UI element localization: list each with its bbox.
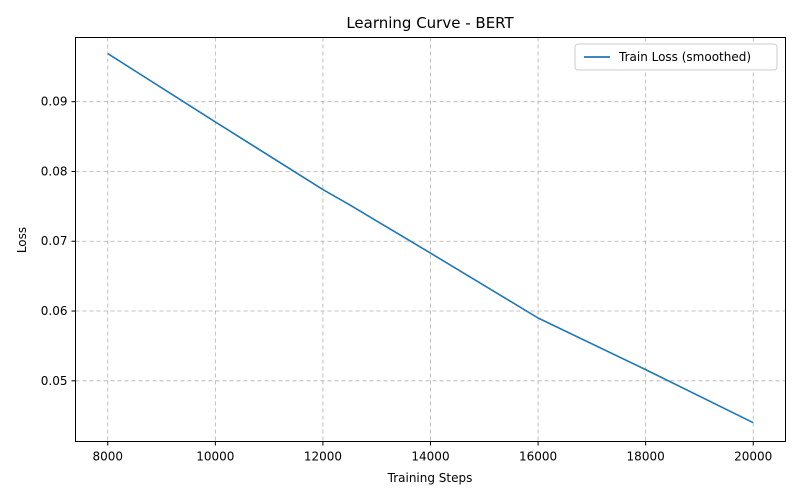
y-tick-label: 0.07 <box>41 234 68 248</box>
y-tick-label: 0.05 <box>41 374 68 388</box>
legend-box <box>574 43 778 71</box>
x-axis-label: Training Steps <box>387 471 473 485</box>
x-tick-label: 10000 <box>196 450 234 464</box>
x-tick-label: 16000 <box>519 450 557 464</box>
x-tick-label: 18000 <box>627 450 665 464</box>
y-tick-label: 0.09 <box>41 95 68 109</box>
series-line-train-loss <box>107 52 754 424</box>
x-tick-label: 14000 <box>411 450 449 464</box>
y-tick-label: 0.08 <box>41 164 68 178</box>
y-axis-label: Loss <box>15 227 29 253</box>
legend: Train Loss (smoothed) <box>574 43 778 71</box>
x-axis: 8000 10000 12000 14000 16000 18000 20000 <box>92 441 772 464</box>
series-layer <box>107 52 754 424</box>
chart-title: Learning Curve - BERT <box>346 14 514 32</box>
y-axis: 0.05 0.06 0.07 0.08 0.09 <box>41 95 76 388</box>
legend-label: Train Loss (smoothed) <box>618 50 751 64</box>
x-tick-label: 20000 <box>734 450 772 464</box>
y-tick-label: 0.06 <box>41 304 68 318</box>
x-tick-label: 12000 <box>304 450 342 464</box>
x-tick-label: 8000 <box>92 450 123 464</box>
